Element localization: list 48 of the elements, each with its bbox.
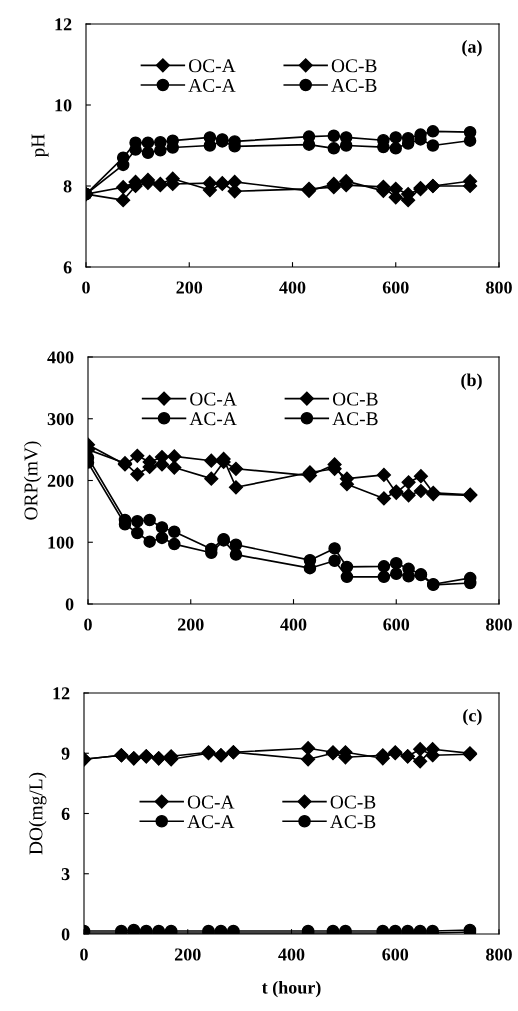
y-tick-label: 200 bbox=[47, 474, 74, 487]
y-tick-label: 0 bbox=[61, 928, 70, 941]
legend-label: OC-A bbox=[190, 392, 237, 406]
legend-label: OC-A bbox=[188, 59, 236, 73]
x-tick-label: 400 bbox=[280, 618, 307, 631]
x-tick-label: 200 bbox=[176, 281, 203, 294]
y-tick-label: 0 bbox=[65, 598, 74, 611]
y-tick-label: 9 bbox=[61, 747, 70, 760]
x-tick-label: 600 bbox=[383, 618, 410, 631]
legend-label: OC-A bbox=[187, 795, 235, 809]
y-tick-label: 8 bbox=[63, 180, 72, 193]
y-tick-label: 100 bbox=[48, 536, 74, 549]
y-axis-title: ORP(mV) bbox=[23, 441, 42, 520]
y-tick-label: 12 bbox=[55, 18, 72, 31]
legend-label: OC-B bbox=[330, 795, 376, 809]
x-tick-label: 800 bbox=[486, 948, 512, 961]
x-tick-label: 200 bbox=[177, 618, 204, 631]
legend-label: OC-B bbox=[331, 59, 377, 73]
x-tick-label: 600 bbox=[382, 948, 409, 961]
y-tick-label: 10 bbox=[55, 99, 72, 112]
x-tick-label: 600 bbox=[382, 281, 409, 294]
x-tick-label: 400 bbox=[279, 281, 306, 294]
x-tick-label: 0 bbox=[80, 948, 88, 961]
x-axis-title: t (hour) bbox=[261, 980, 321, 998]
legend-label: AC-A bbox=[189, 412, 237, 426]
legend-label: AC-A bbox=[188, 78, 236, 93]
x-tick-label: 800 bbox=[486, 618, 512, 631]
annotation: (a) bbox=[462, 40, 482, 57]
legend-label: AC-B bbox=[332, 412, 378, 426]
annotation: (b) bbox=[461, 373, 482, 390]
legend-label: AC-A bbox=[187, 815, 235, 829]
x-tick-label: 0 bbox=[84, 618, 92, 631]
legend-label: AC-B bbox=[331, 78, 377, 93]
x-tick-label: 0 bbox=[82, 281, 90, 294]
y-tick-label: 3 bbox=[61, 868, 70, 881]
y-axis-title: DO(mg/L) bbox=[28, 772, 47, 855]
x-tick-label: 800 bbox=[486, 281, 512, 294]
y-axis-title: pH bbox=[31, 134, 49, 158]
legend-label: OC-B bbox=[332, 392, 378, 406]
legend-label: AC-B bbox=[330, 815, 376, 829]
y-tick-label: 6 bbox=[61, 807, 70, 820]
y-tick-label: 12 bbox=[53, 687, 70, 700]
x-tick-label: 400 bbox=[278, 948, 305, 961]
y-tick-label: 6 bbox=[63, 261, 72, 274]
x-tick-label: 200 bbox=[174, 948, 201, 961]
y-tick-label: 300 bbox=[47, 413, 74, 426]
annotation: (c) bbox=[463, 708, 482, 726]
y-tick-label: 400 bbox=[47, 351, 74, 364]
